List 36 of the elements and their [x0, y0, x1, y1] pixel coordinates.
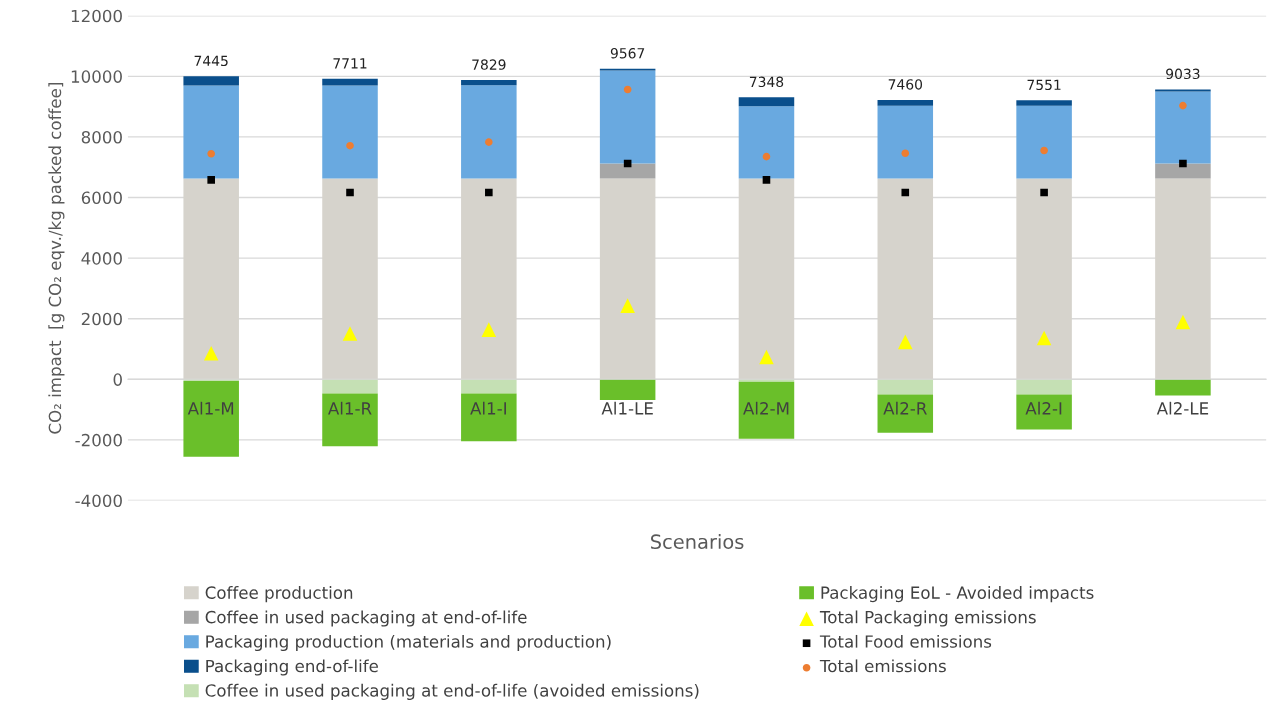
- total-label: 7829: [472, 59, 506, 70]
- y-tick-label: 6000: [81, 191, 122, 205]
- legend-label: Total Packaging emissions: [819, 610, 1036, 627]
- x-tick-label: Al1-R: [328, 401, 372, 415]
- total-label: 7551: [1027, 79, 1061, 91]
- y-tick-label: 4000: [81, 252, 122, 265]
- y-tick-label: 0: [113, 373, 122, 386]
- legend-label: Total emissions: [819, 659, 946, 673]
- y-tick-label: 8000: [81, 130, 122, 144]
- x-tick-label: Al1-M: [187, 401, 234, 415]
- y-tick-label: -4000: [75, 494, 122, 508]
- y-tick-label: 10000: [71, 70, 122, 83]
- x-tick-label: Al2-M: [743, 401, 789, 415]
- total-label: 7348: [749, 76, 784, 88]
- x-tick-label: Al2-I: [1025, 401, 1062, 415]
- total-label: 7460: [888, 79, 923, 90]
- x-tick-label: Al1-I: [470, 401, 506, 415]
- legend-label: Total Food emissions: [819, 634, 992, 648]
- x-axis-title: Scenarios: [651, 533, 744, 550]
- legend-label: Coffee in used packaging at end-of-life (avoided emissions): [205, 683, 699, 700]
- y-tick-label: -2000: [75, 433, 122, 447]
- x-tick-label: Al1-LE: [601, 401, 653, 415]
- legend-label: Coffee in used packaging at end-of-life: [205, 610, 527, 627]
- legend-label: Coffee production: [205, 586, 353, 603]
- y-axis-title: CO₂ impact [g CO₂ eqv./kg packed coffee]: [48, 83, 65, 434]
- legend-label: Packaging production (materials and production): [206, 634, 611, 652]
- x-tick-label: Al2-LE: [1156, 401, 1209, 415]
- total-label: 7711: [333, 58, 367, 69]
- legend-label: Packaging EoL - Avoided impacts: [821, 586, 1094, 603]
- total-label: 9567: [610, 47, 645, 59]
- total-label: 9033: [1166, 68, 1200, 80]
- y-tick-label: 2000: [81, 312, 122, 326]
- y-tick-label: 12000: [71, 9, 122, 23]
- total-label: 7445: [194, 55, 228, 67]
- legend-label: Packaging end-of-life: [206, 659, 378, 676]
- x-tick-label: Al2-R: [883, 401, 927, 415]
